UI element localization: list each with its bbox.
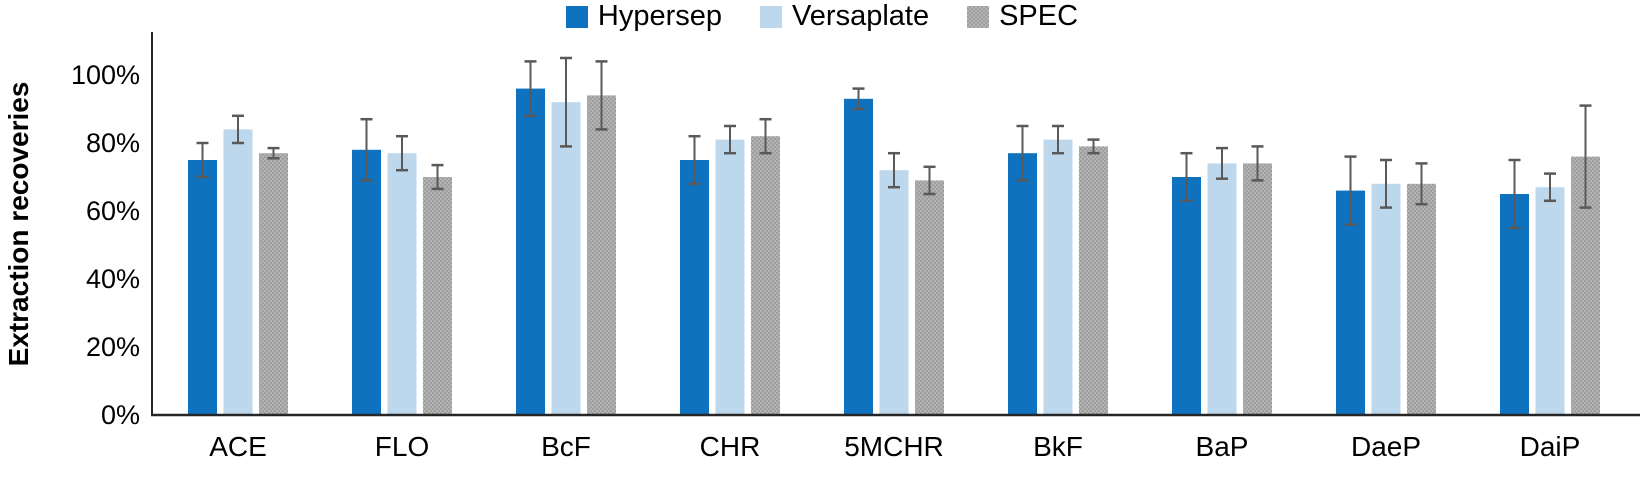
bar-spec-5mchr	[915, 180, 944, 415]
y-axis-title: Extraction recoveries	[3, 82, 34, 367]
error-bar-spec-chr	[759, 117, 772, 155]
chart-legend: Hypersep Versaplate SPEC	[0, 2, 1644, 31]
bar-versaplate-5mchr	[879, 170, 909, 415]
error-bar-versaplate-ace	[232, 114, 244, 145]
bar-hypersep-bcf	[516, 88, 545, 415]
error-bar-versaplate-bap	[1216, 146, 1228, 180]
x-axis-category-labels: ACE FLO BcF CHR 5MCHR BkF BaP DaeP DaiP	[209, 431, 1580, 462]
bar-spec-daep	[1407, 183, 1436, 415]
x-category-label: DaiP	[1520, 431, 1581, 462]
bar-versaplate-bkf	[1043, 139, 1073, 415]
x-category-label: 5MCHR	[844, 431, 944, 462]
error-bar-spec-bkf	[1087, 138, 1100, 155]
error-bar-hypersep-bap	[1180, 151, 1193, 203]
legend-swatch-spec	[967, 5, 990, 28]
error-bars-layer	[196, 56, 1592, 230]
x-category-label: CHR	[700, 431, 761, 462]
error-bar-spec-5mchr	[923, 165, 936, 196]
legend-label: Versaplate	[792, 0, 930, 32]
x-category-label: BcF	[541, 431, 591, 462]
bar-versaplate-ace	[223, 129, 253, 415]
bar-spec-bkf	[1079, 146, 1108, 415]
y-tick-label: 100%	[71, 60, 140, 90]
y-tick-label: 40%	[86, 264, 140, 294]
bar-versaplate-bcf	[551, 102, 581, 415]
legend-swatch-versaplate	[760, 5, 783, 28]
bar-hypersep-chr	[680, 160, 709, 415]
legend-item-versaplate: Versaplate	[760, 2, 929, 31]
bar-versaplate-flo	[387, 153, 417, 415]
x-category-label: DaeP	[1351, 431, 1421, 462]
y-tick-label: 80%	[86, 128, 140, 158]
error-bar-versaplate-bkf	[1052, 124, 1064, 155]
bar-spec-bcf	[587, 95, 616, 416]
x-category-label: BkF	[1033, 431, 1083, 462]
error-bar-spec-ace	[267, 146, 280, 160]
bar-hypersep-flo	[352, 149, 381, 416]
bar-hypersep-5mchr	[844, 98, 873, 416]
bars-layer	[188, 88, 1600, 416]
error-bar-hypersep-flo	[360, 117, 373, 182]
bar-spec-chr	[751, 136, 780, 415]
x-category-label: ACE	[209, 431, 267, 462]
x-category-label: BaP	[1196, 431, 1249, 462]
error-bar-spec-daep	[1415, 162, 1428, 206]
bar-versaplate-bap	[1207, 163, 1237, 415]
error-bar-hypersep-chr	[688, 134, 701, 186]
legend-label: SPEC	[999, 0, 1079, 32]
bar-spec-flo	[423, 177, 452, 415]
error-bar-spec-bap	[1251, 145, 1264, 182]
legend-item-hypersep: Hypersep	[565, 0, 723, 32]
error-bar-hypersep-5mchr	[852, 87, 865, 111]
error-bar-spec-flo	[431, 163, 444, 191]
bar-versaplate-daep	[1371, 183, 1401, 415]
bar-versaplate-daip	[1535, 187, 1565, 415]
legend-swatch-hypersep	[565, 5, 588, 28]
error-bar-versaplate-daip	[1544, 172, 1556, 203]
error-bar-hypersep-ace	[196, 141, 209, 179]
error-bar-versaplate-flo	[396, 134, 408, 172]
bar-hypersep-daep	[1336, 190, 1365, 415]
bar-hypersep-bap	[1172, 177, 1201, 415]
error-bar-hypersep-bkf	[1016, 124, 1029, 182]
y-tick-label: 60%	[86, 196, 140, 226]
error-bar-versaplate-5mchr	[888, 151, 900, 189]
error-bar-versaplate-bcf	[560, 56, 572, 148]
x-category-label: FLO	[375, 431, 429, 462]
error-bar-hypersep-bcf	[524, 60, 537, 118]
bar-hypersep-bkf	[1008, 153, 1037, 415]
bar-hypersep-ace	[188, 160, 217, 415]
y-tick-label: 20%	[86, 332, 140, 362]
bar-versaplate-chr	[715, 139, 745, 415]
error-bar-hypersep-daep	[1344, 155, 1357, 226]
y-axis-tick-labels: 0% 20% 40% 60% 80% 100%	[71, 60, 140, 430]
y-tick-label: 0%	[101, 400, 140, 430]
bar-hypersep-daip	[1500, 194, 1529, 415]
legend-item-spec: SPEC	[967, 2, 1078, 31]
bar-spec-ace	[259, 153, 288, 415]
error-bar-spec-bcf	[595, 60, 608, 131]
error-bar-versaplate-daep	[1380, 158, 1392, 209]
error-bar-versaplate-chr	[724, 124, 736, 155]
legend-label: Hypersep	[597, 0, 723, 32]
bar-spec-bap	[1243, 163, 1272, 415]
error-bar-spec-daip	[1579, 104, 1592, 209]
error-bar-hypersep-daip	[1508, 158, 1521, 230]
